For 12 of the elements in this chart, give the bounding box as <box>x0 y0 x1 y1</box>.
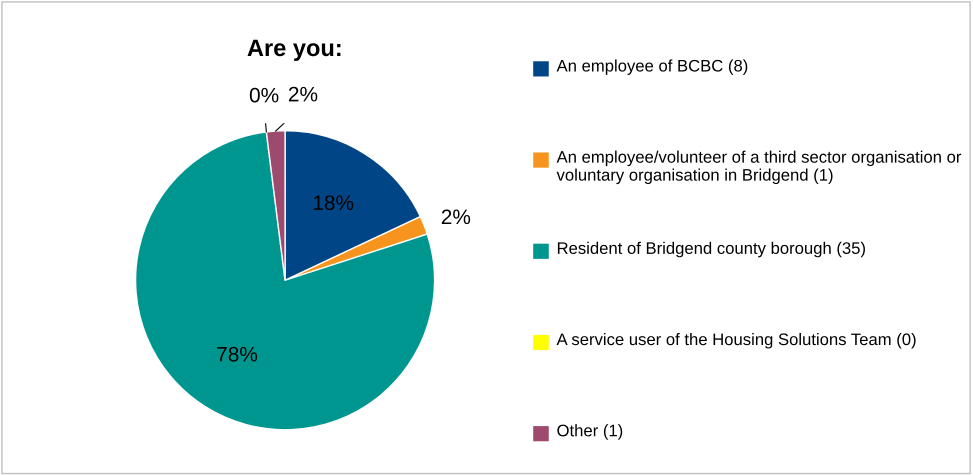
legend-label: A service user of the Housing Solutions Team (0) <box>556 332 916 349</box>
pie-slice <box>134 131 436 430</box>
data-label: 2% <box>288 86 318 102</box>
legend-label: An employee of BCBC (8) <box>556 59 748 75</box>
chart-title: Are you: <box>248 40 340 61</box>
data-label: 18% <box>314 195 354 210</box>
legend-label: An employee/volunteer of a third sector organisation or voluntary organisation in Bridgend (1) <box>556 150 962 184</box>
legend-label: Other (1) <box>557 424 622 440</box>
data-label: 2% <box>442 209 470 224</box>
text: 0% <box>250 88 278 103</box>
data-label: 78% <box>217 346 258 362</box>
legend-label: Resident of Bridgend county borough (35) <box>558 242 865 258</box>
